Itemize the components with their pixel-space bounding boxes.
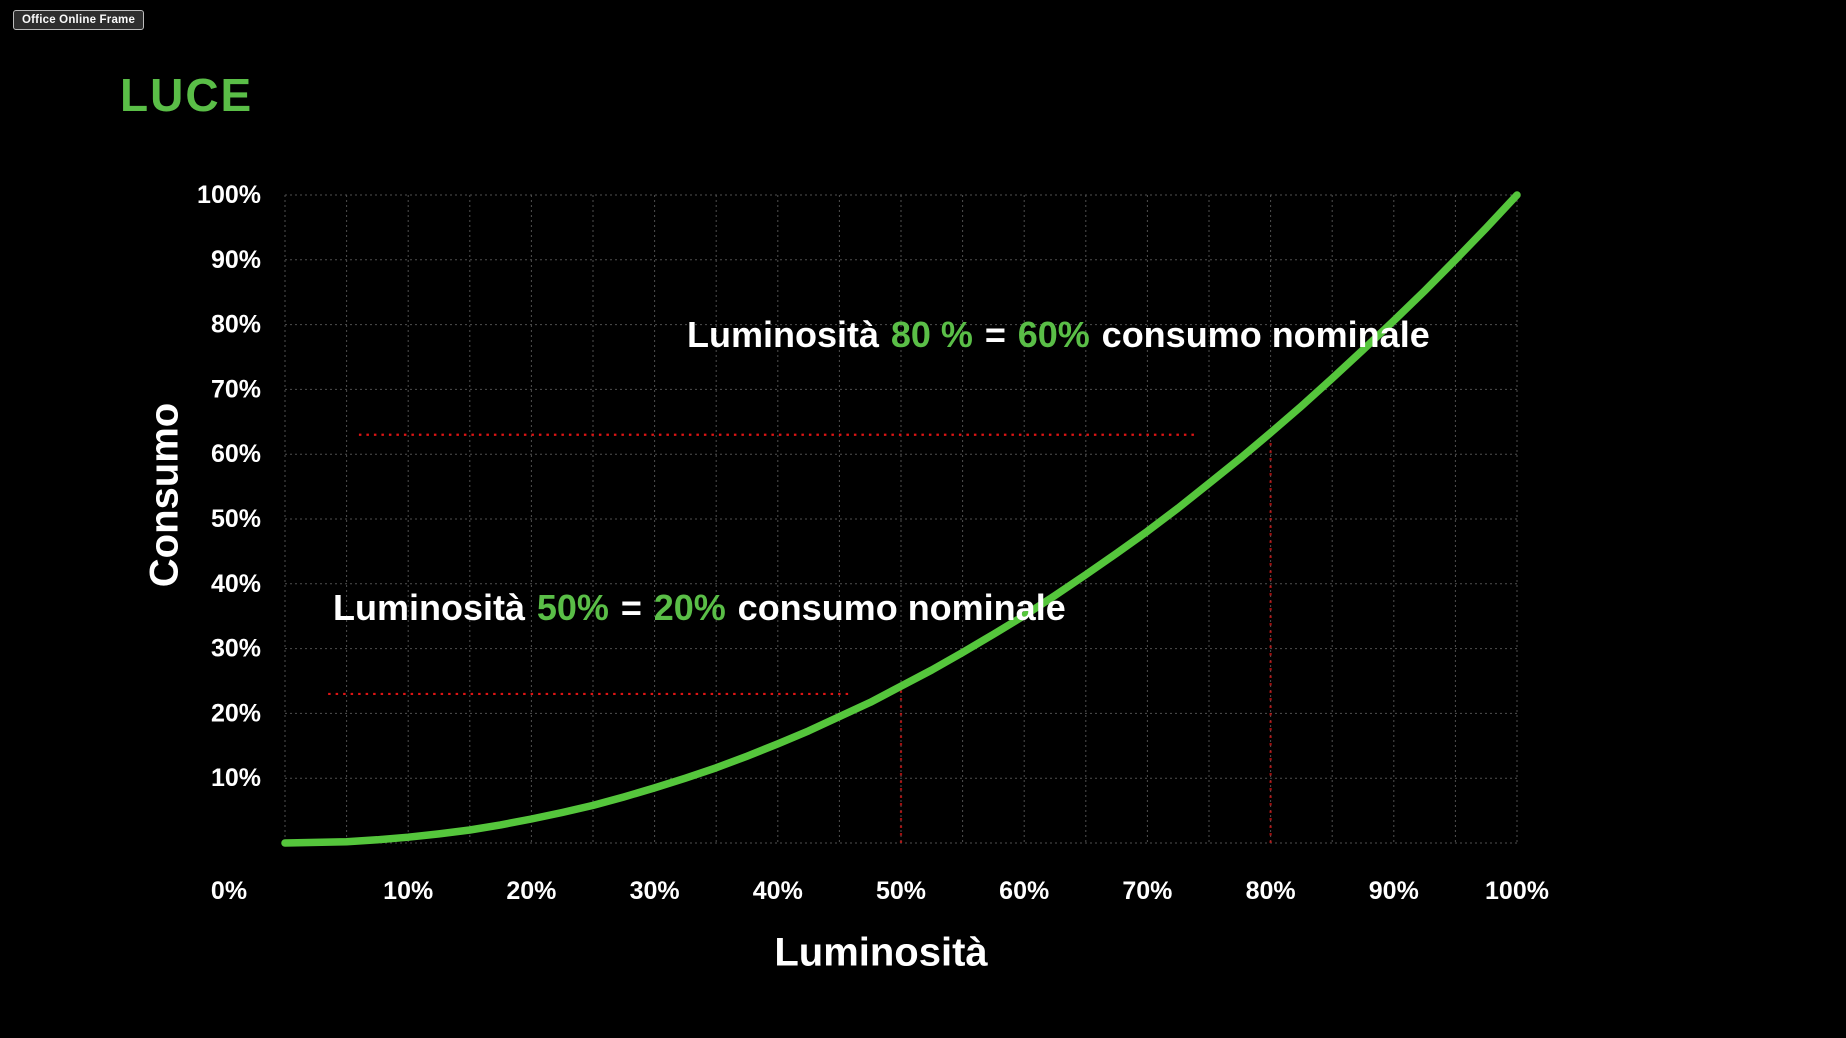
- y-tick-label: 70%: [211, 375, 261, 403]
- x-tick-label: 20%: [506, 877, 556, 905]
- x-tick-label: 10%: [383, 877, 433, 905]
- x-tick-label: 40%: [753, 877, 803, 905]
- x-tick-label: 90%: [1369, 877, 1419, 905]
- slide-title: LUCE: [120, 69, 254, 121]
- y-tick-label: 40%: [211, 570, 261, 598]
- y-tick-label: 100%: [197, 181, 261, 209]
- y-tick-label: 80%: [211, 311, 261, 339]
- annotation-equals: =: [984, 314, 1006, 355]
- annotation-suffix: consumo nominale: [1101, 314, 1430, 355]
- x-tick-label: 50%: [876, 877, 926, 905]
- annotation-consumption-value: 60%: [1017, 314, 1090, 355]
- x-axis-title: Luminosità: [774, 930, 988, 975]
- x-tick-label: 70%: [1122, 877, 1172, 905]
- consumption-curve: [281, 191, 1521, 847]
- annotation-prefix: Luminosità: [333, 587, 526, 628]
- y-tick-label: 50%: [211, 505, 261, 533]
- y-tick-label: 10%: [211, 764, 261, 792]
- y-tick-label: 60%: [211, 440, 261, 468]
- y-axis-title: Consumo: [142, 402, 187, 588]
- annotation-80-60: Luminosità 80 % = 60% consumo nominale: [687, 314, 1430, 356]
- annotation-50-20: Luminosità 50% = 20% consumo nominale: [333, 587, 1066, 629]
- y-tick-label: 30%: [211, 635, 261, 663]
- x-tick-label: 80%: [1246, 877, 1296, 905]
- office-online-frame-badge: Office Online Frame: [13, 10, 145, 30]
- annotation-luminosity-value: 50%: [536, 587, 609, 628]
- x-tick-label: 100%: [1485, 877, 1549, 905]
- office-online-frame-label: Office Online Frame: [22, 14, 136, 26]
- annotation-equals: =: [620, 587, 642, 628]
- annotation-suffix: consumo nominale: [737, 587, 1066, 628]
- x-tick-label: 60%: [999, 877, 1049, 905]
- x-tick-label: 30%: [630, 877, 680, 905]
- y-tick-label: 20%: [211, 699, 261, 727]
- annotation-prefix: Luminosità: [687, 314, 880, 355]
- annotation-consumption-value: 20%: [653, 587, 726, 628]
- annotation-luminosity-value: 80 %: [890, 314, 973, 355]
- y-tick-label: 90%: [211, 246, 261, 274]
- x-tick-label: 0%: [211, 877, 247, 905]
